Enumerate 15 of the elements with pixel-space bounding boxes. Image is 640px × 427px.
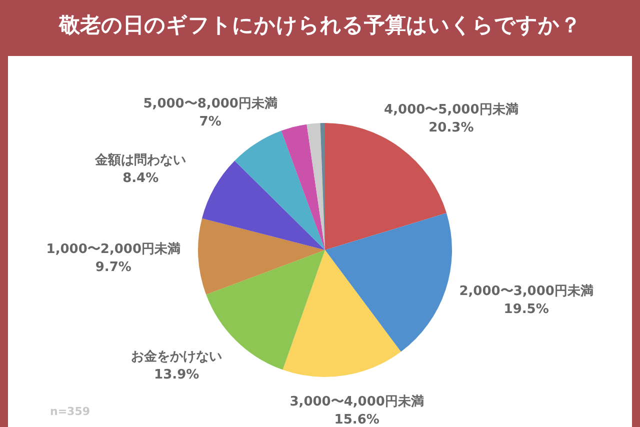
data-label: 20.3% — [428, 120, 474, 136]
data-label: 8.4% — [122, 171, 159, 186]
slice-label: 1,000〜2,000円未満 — [46, 242, 181, 258]
data-label: 15.6% — [334, 412, 380, 427]
data-label: 19.5% — [504, 302, 549, 318]
data-label: 13.9% — [154, 368, 200, 383]
slice-label: 4,000〜5,000円未満 — [384, 102, 518, 118]
slice-label: お金をかけない — [131, 350, 222, 365]
data-label: 7% — [199, 114, 222, 130]
slice-label: 金額は問わない — [94, 152, 186, 168]
chart-title: 敬老の日のギフトにかけられる予算はいくらですか？ — [58, 12, 582, 39]
slice-label: 2,000〜3,000円未満 — [459, 284, 594, 300]
slice-label: 3,000〜4,000円未満 — [290, 394, 424, 410]
slice-label: 5,000〜8,000円未満 — [143, 96, 278, 112]
data-label: 9.7% — [95, 260, 132, 276]
